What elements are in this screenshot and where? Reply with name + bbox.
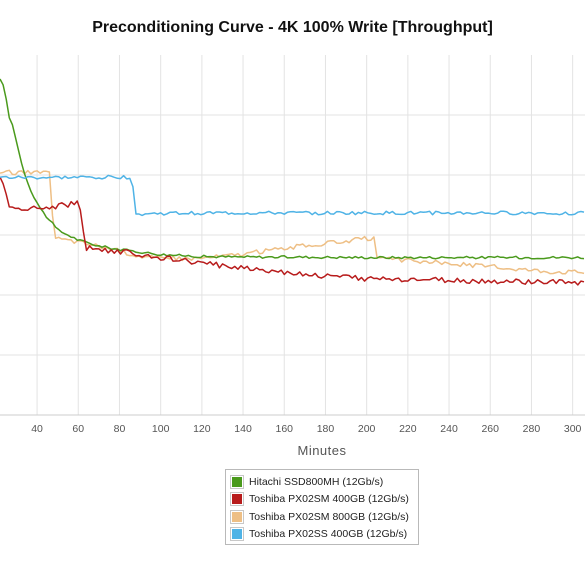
x-tick-label: 220 [399,423,417,435]
legend-swatch [230,474,244,489]
legend-item[interactable]: Toshiba PX02SM 800GB (12Gb/s) [230,508,418,526]
series-lines [0,78,585,286]
x-tick-label: 200 [358,423,376,435]
legend-label: Toshiba PX02SM 800GB (12Gb/s) [249,510,409,523]
x-tick-label: 260 [481,423,499,435]
x-axis-label: Minutes [297,443,346,458]
legend-label: Toshiba PX02SM 400GB (12Gb/s) [249,493,409,506]
x-tick-label: 140 [234,423,252,435]
series-line [0,176,585,286]
legend-swatch [230,492,244,507]
legend-swatch [230,509,244,524]
series-line [0,174,585,217]
legend-label: Hitachi SSD800MH (12Gb/s) [249,475,384,488]
legend-item[interactable]: Hitachi SSD800MH (12Gb/s) [230,473,418,491]
x-tick-label: 160 [275,423,293,435]
x-tick-label: 120 [193,423,211,435]
legend-item[interactable]: Toshiba PX02SM 400GB (12Gb/s) [230,491,418,509]
x-tick-label: 80 [114,423,126,435]
x-tick-label: 240 [440,423,458,435]
x-tick-labels: 40 60 80 100 120 140 160 180 200 220 240 260 280 300 [31,423,581,435]
chart-title: Preconditioning Curve - 4K 100% Write [T… [92,19,493,36]
x-tick-label: 100 [152,423,170,435]
grid [0,55,585,416]
x-tick-label: 180 [317,423,335,435]
legend: Hitachi SSD800MH (12Gb/s) Toshiba PX02SM … [225,469,419,545]
legend-label: Toshiba PX02SS 400GB (12Gb/s) [249,528,408,541]
legend-item[interactable]: Toshiba PX02SS 400GB (12Gb/s) [230,526,418,544]
series-line [0,78,585,260]
x-tick-label: 280 [523,423,541,435]
x-tick-label: 300 [564,423,582,435]
x-tick-label: 40 [31,423,43,435]
x-tick-label: 60 [72,423,84,435]
legend-swatch [230,527,244,542]
